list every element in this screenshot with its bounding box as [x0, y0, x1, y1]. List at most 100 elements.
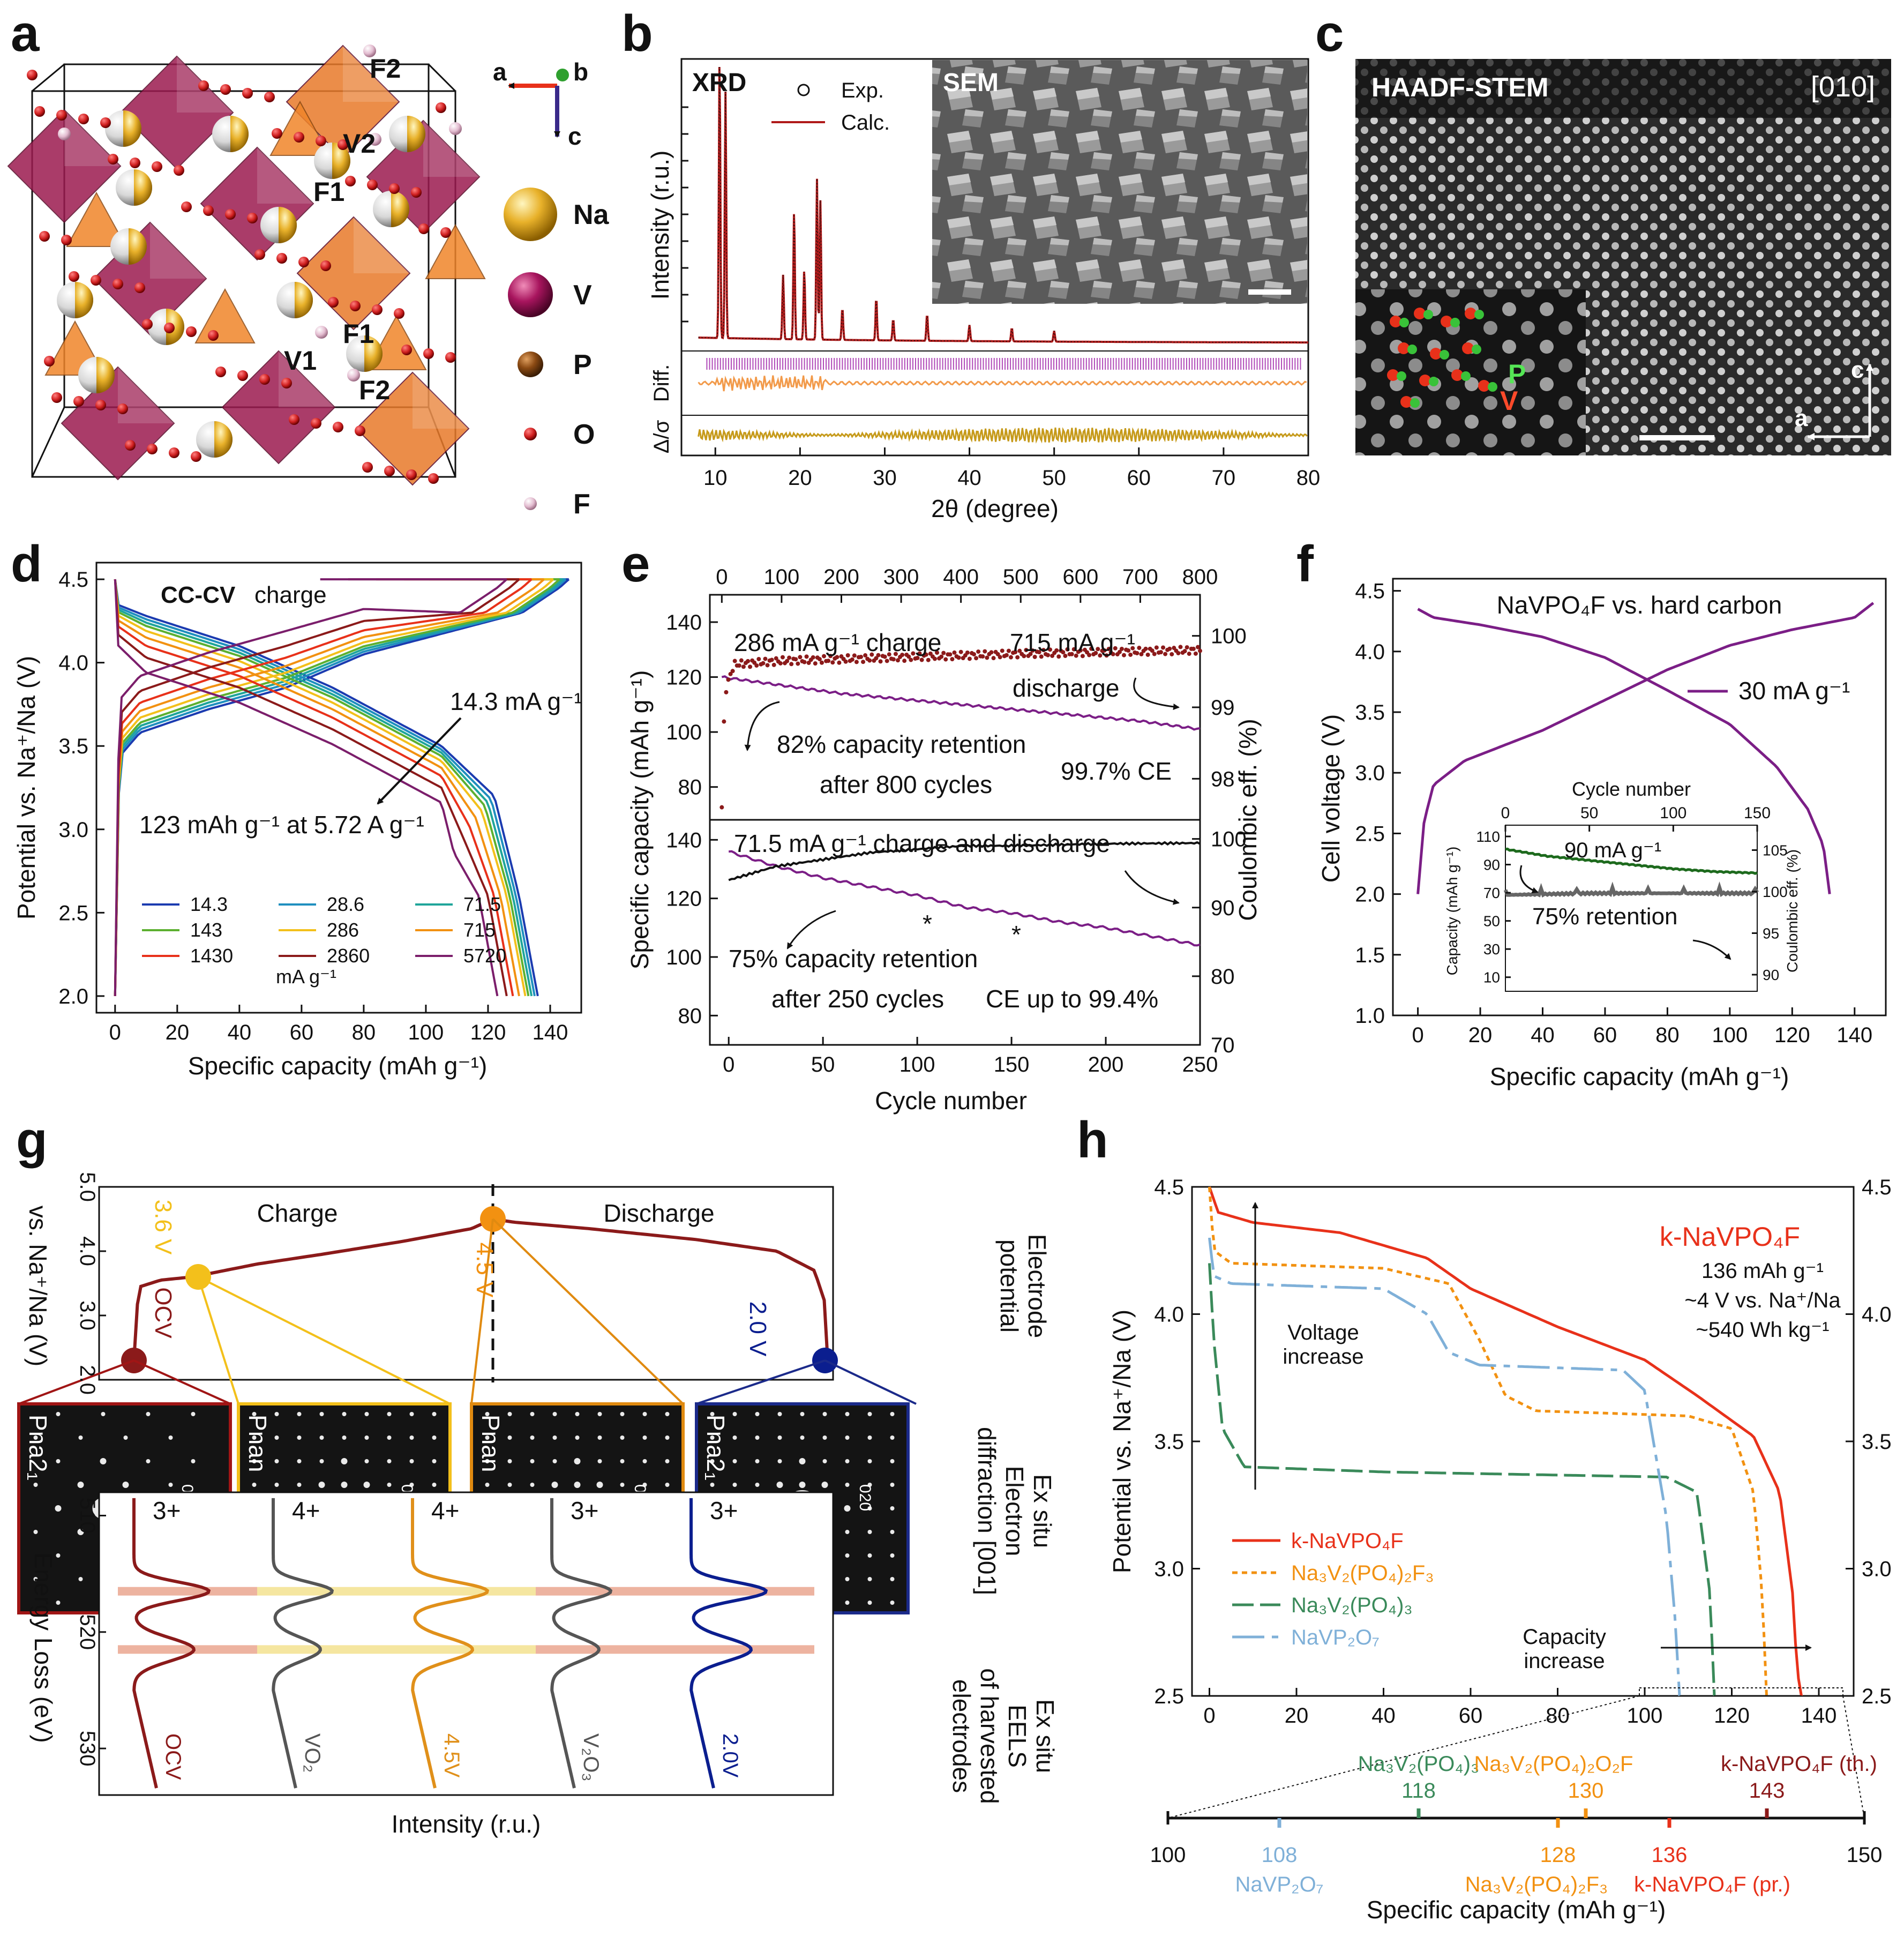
e-top-ce-point [1150, 648, 1155, 653]
oxygen-atom [320, 260, 331, 271]
site-label: F1 [313, 177, 344, 207]
xtick-label: 100 [1712, 1023, 1748, 1047]
ytick-label: 140 [666, 828, 702, 852]
d-legend: 14.3 28.6 71.5 143 286 715 1430 2860 5720 [142, 893, 506, 967]
oxygen-atom [147, 444, 158, 454]
ed-spot [845, 1553, 850, 1558]
h-info-1: 136 mAh g⁻¹ [1701, 1259, 1824, 1283]
e-top-ce-point [741, 664, 746, 669]
e-top-capacity [721, 675, 1201, 731]
oxygen-atom [186, 326, 197, 337]
ed-spot [297, 1483, 302, 1487]
xtick-label: 40 [1531, 1023, 1555, 1047]
e-top-ce-point [754, 663, 759, 668]
e-ann-rate2: 71.5 mA g⁻¹ charge and discharge [734, 829, 1110, 857]
ed-spot [530, 1459, 535, 1463]
ed-spot [597, 1412, 602, 1416]
e-top-ce-point [1152, 652, 1157, 656]
h-xtick-label: 120 [1714, 1704, 1750, 1728]
diff-curve [698, 375, 1307, 392]
oxygen-atom [411, 187, 422, 198]
y2tick-label: 99 [1211, 696, 1235, 720]
f-inset-ylabel: Capacity (mAh g⁻¹) [1444, 847, 1460, 975]
e-top-ce-point [974, 656, 979, 661]
ed-spot [530, 1412, 535, 1416]
e-top-ce-point [785, 659, 790, 663]
oxygen-atom [423, 348, 434, 359]
charge-curve-143 [114, 578, 560, 996]
h-scale-top-name-1: Na₃V₂(PO₄)₂O₂F [1474, 1752, 1633, 1776]
g-discharge-label: Discharge [603, 1199, 714, 1227]
h-scale-bot-name-1: Na₃V₂(PO₄)₂F₃ [1465, 1873, 1608, 1896]
na-site-occupancy [230, 116, 249, 152]
y2tick-label: 70 [1211, 1034, 1235, 1057]
ed-spot [822, 1459, 827, 1463]
ed-spot [409, 1435, 414, 1440]
e-ann-charge: 286 mA g⁻¹ charge [734, 629, 941, 656]
legend-label-v: V [573, 280, 592, 311]
oxygen-atom [345, 176, 356, 186]
eels-band [118, 1645, 257, 1654]
e-top-ce-point [1054, 648, 1059, 653]
oxygen-atom [367, 180, 378, 190]
y2tick-label: 90 [1211, 896, 1235, 920]
ed-spot [551, 1482, 558, 1488]
v-atom-dot [1398, 342, 1410, 354]
e-bottom-ce [728, 841, 1201, 881]
ytick-label: 80 [678, 776, 702, 799]
panel-label-f: f [1296, 535, 1314, 593]
h-xtick-label: 60 [1459, 1704, 1483, 1728]
ytick-label: 4.5 [58, 568, 88, 592]
legend-atom-p [518, 352, 543, 377]
ed-spot [575, 1435, 580, 1440]
ed-spot [732, 1435, 737, 1440]
panel-f: f 1.01.52.02.53.03.54.04.50 20 40 60 80 100 12… [1296, 535, 1887, 1090]
stem-header-shade [1355, 59, 1891, 118]
xtick-label: 40 [957, 466, 981, 490]
h-y2tick-label: 3.5 [1862, 1430, 1892, 1454]
na-site-occupancy [96, 357, 115, 393]
ytick-label: 2.5 [1355, 822, 1385, 846]
oxygen-atom [440, 227, 451, 238]
ed-spot [485, 1459, 490, 1463]
na-site-occupancy [295, 282, 313, 318]
g-eels-xlabel: Intensity (r.u.) [392, 1810, 541, 1838]
f-title: NaVPO₄F vs. hard carbon [1497, 591, 1782, 619]
ed-spot [574, 1458, 581, 1464]
oxygen-atom [208, 330, 219, 341]
e-top-ce-point [950, 657, 955, 662]
element-legend: Na V P O F [504, 188, 610, 520]
ed-spot [530, 1435, 535, 1440]
e-top-ce-point [1065, 647, 1070, 652]
ed-spot [845, 1577, 850, 1581]
b-axis-dot [556, 69, 569, 81]
h-title: k-NaVPO₄F [1660, 1222, 1800, 1252]
e-top-ce-point [878, 659, 883, 664]
oxygen-atom [264, 92, 275, 102]
crystal-structure: F2 V2 F1 F1 V1 F2 [7, 44, 486, 486]
legend-exp-marker [797, 84, 810, 96]
e-top-ce-point [1056, 654, 1061, 659]
ed-spot [364, 1435, 369, 1440]
oxygen-atom [191, 451, 201, 462]
p-atom-dot [1423, 310, 1433, 319]
e-top-ce-point [1078, 648, 1083, 653]
e-arrow-3 [786, 910, 836, 949]
ytick-label: 2.5 [58, 901, 88, 925]
d-arrow [377, 717, 462, 805]
oxygen-atom [78, 114, 89, 124]
ed-spot [123, 1435, 128, 1440]
p-atom-dot [1410, 398, 1420, 408]
e-top-ce-point [869, 652, 874, 657]
ed-spot [822, 1435, 827, 1440]
axis-a-label: a [493, 58, 507, 86]
ed-spot [845, 1412, 850, 1416]
ed-spot [665, 1459, 670, 1463]
p-atom-dot [1488, 382, 1497, 392]
legend-atom-v [508, 272, 553, 317]
oxygen-atom [61, 235, 72, 245]
oxygen-atom [436, 102, 446, 113]
e-top-ce-point [859, 654, 864, 659]
ed-spot [168, 1435, 173, 1440]
e-top-ce-point [956, 655, 961, 660]
